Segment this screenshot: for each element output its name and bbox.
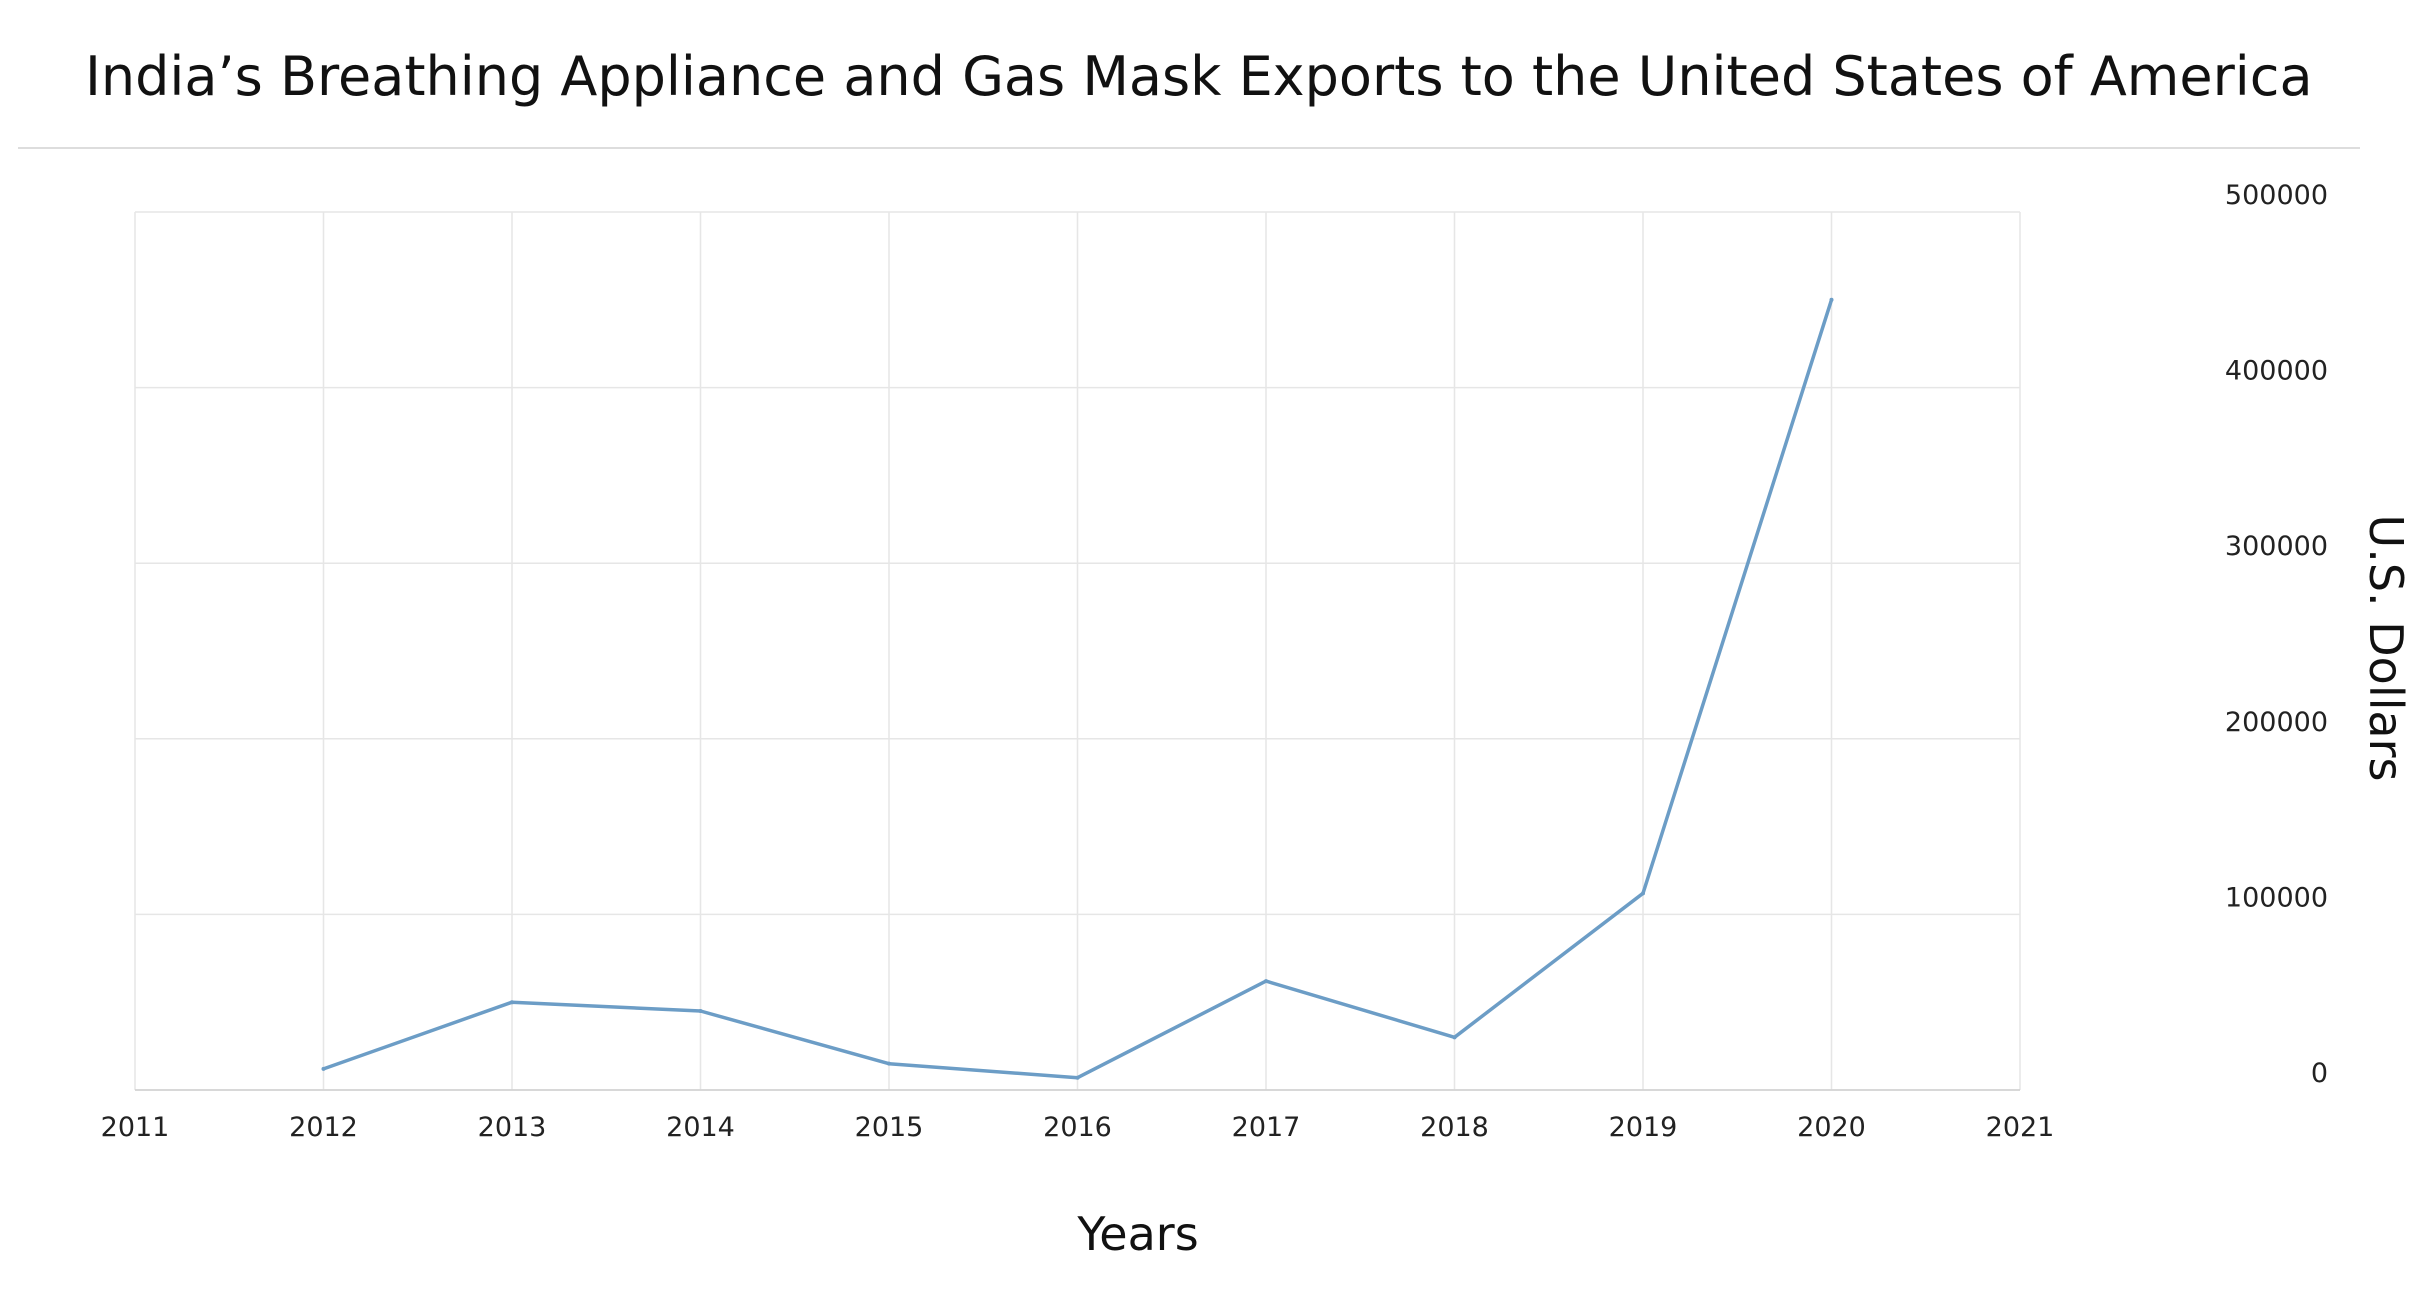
x-tick-label: 2016 (1043, 1112, 1112, 1143)
x-tick-label: 2019 (1609, 1112, 1678, 1143)
data-point (1075, 1075, 1080, 1080)
data-point (1829, 297, 1834, 302)
x-axis-title: Years (1076, 1207, 1198, 1261)
data-point (887, 1061, 891, 1066)
grid (134, 211, 2021, 1091)
x-tick-label: 2013 (478, 1112, 547, 1143)
x-tick-label: 2015 (855, 1112, 924, 1143)
y-axis-title: U.S. Dollars (2359, 515, 2413, 782)
y-tick-label: 200000 (2225, 707, 2328, 738)
series (321, 297, 1834, 1080)
chart-title: India’s Breathing Appliance and Gas Mask… (85, 45, 2313, 108)
x-tick-label: 2021 (1986, 1112, 2055, 1143)
x-tick-label: 2012 (289, 1112, 358, 1143)
data-point (698, 1008, 703, 1013)
y-tick-label: 300000 (2225, 531, 2328, 562)
data-point (1264, 979, 1268, 984)
data-point (510, 1000, 514, 1005)
y-tick-label: 400000 (2225, 356, 2328, 387)
x-tick-label: 2020 (1797, 1112, 1866, 1143)
x-tick-label: 2018 (1420, 1112, 1489, 1143)
data-point (321, 1066, 326, 1071)
x-tick-label: 2014 (666, 1112, 735, 1143)
x-tick-label: 2011 (101, 1112, 170, 1143)
data-point (1641, 891, 1645, 896)
y-tick-label: 100000 (2225, 882, 2328, 913)
y-tick-label: 500000 (2225, 180, 2328, 211)
data-point (1452, 1035, 1457, 1040)
x-tick-label: 2017 (1232, 1112, 1301, 1143)
axes: 2011 2012 2013 2014 2015 2016 2017 2018 2019 2020… (101, 180, 2328, 1143)
y-tick-label: 0 (2311, 1058, 2328, 1089)
